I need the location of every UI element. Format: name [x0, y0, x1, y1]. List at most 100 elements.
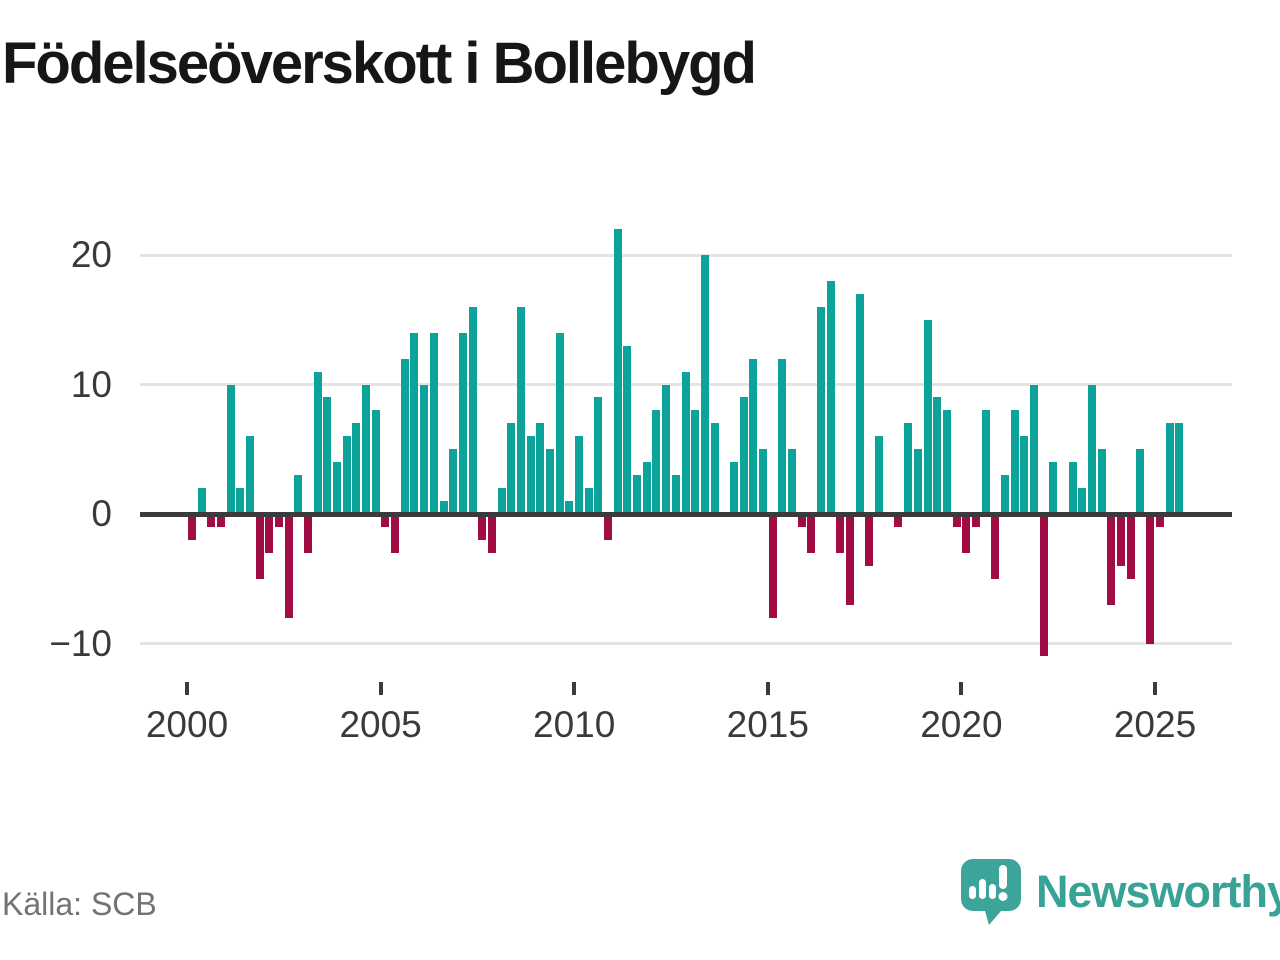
bar-2025-q2	[1165, 423, 1174, 514]
x-tick-2005	[378, 682, 383, 695]
bar-2025-q3	[1175, 423, 1184, 514]
bar-2008-q2	[507, 423, 516, 514]
bar-2008-q3	[516, 306, 525, 514]
bar-2008-q4	[526, 436, 535, 514]
bar-2017-q4	[875, 436, 884, 514]
bar-2017-q2	[855, 293, 864, 514]
bar-2011-q4	[642, 462, 651, 514]
newsworthy-logo: Newsworthy	[960, 858, 1280, 926]
bar-2024-q1	[1117, 514, 1126, 566]
x-axis-label-2025: 2025	[1113, 704, 1197, 745]
bar-2019-q3	[942, 410, 951, 514]
bar-2001-q4	[255, 514, 264, 579]
bar-2000-q1	[187, 514, 196, 540]
bar-2012-q1	[652, 410, 661, 514]
bar-2023-q2	[1088, 384, 1097, 514]
bar-2015-q2	[778, 358, 787, 514]
bar-2001-q1	[226, 384, 235, 514]
bar-2010-q2	[584, 488, 593, 514]
bar-2021-q1	[1000, 475, 1009, 514]
bar-2017-q3	[865, 514, 874, 566]
bar-2005-q2	[391, 514, 400, 553]
bar-2012-q2	[662, 384, 671, 514]
bar-2002-q2	[274, 514, 283, 527]
bar-2020-q2	[971, 514, 980, 527]
y-axis-label-0: 0	[91, 493, 112, 534]
bar-2022-q4	[1068, 462, 1077, 514]
bar-2001-q3	[245, 436, 254, 514]
bar-2011-q1	[613, 229, 622, 514]
y-axis-label-10: 10	[70, 363, 112, 405]
bar-2010-q4	[604, 514, 613, 540]
bar-2018-q4	[913, 449, 922, 514]
bar-2005-q1	[381, 514, 390, 527]
bar-2008-q1	[497, 488, 506, 514]
bar-2013-q2	[700, 255, 709, 514]
bar-2000-q4	[216, 514, 225, 527]
bar-2009-q2	[546, 449, 554, 514]
bar-2005-q4	[410, 332, 419, 514]
bar-2019-q2	[933, 397, 942, 514]
bar-2009-q4	[565, 501, 574, 514]
bar-2006-q3	[439, 501, 448, 514]
bar-2010-q3	[594, 397, 603, 514]
gridline--10	[140, 642, 1232, 645]
bar-2024-q3	[1136, 449, 1145, 514]
bar-2024-q2	[1126, 514, 1135, 579]
bar-2016-q1	[807, 514, 816, 553]
bar-2014-q3	[749, 358, 758, 514]
bar-2001-q2	[236, 488, 245, 514]
bar-2024-q4	[1146, 514, 1155, 644]
bar-2016-q2	[817, 306, 826, 514]
bar-2013-q1	[691, 410, 700, 514]
bar-2009-q1	[536, 423, 545, 514]
bar-2011-q3	[633, 475, 642, 514]
bar-2002-q3	[284, 514, 293, 618]
x-axis-zero-line	[140, 511, 1232, 517]
bar-2018-q2	[894, 514, 903, 527]
x-axis-label-2005: 2005	[339, 704, 422, 745]
bar-2012-q4	[681, 371, 690, 514]
bar-2020-q4	[991, 514, 1000, 579]
bar-2002-q1	[265, 514, 274, 553]
bar-2003-q3	[323, 397, 332, 514]
bar-2002-q4	[294, 475, 303, 514]
bar-2025-q1	[1155, 514, 1164, 527]
gridline-20	[140, 253, 1232, 257]
x-tick-2025	[1153, 682, 1157, 695]
bar-2003-q1	[304, 514, 312, 553]
bar-2023-q3	[1097, 449, 1106, 514]
bar-2015-q1	[768, 514, 777, 618]
x-tick-2015	[765, 682, 770, 695]
bar-2006-q2	[429, 332, 438, 514]
bar-2007-q3	[478, 514, 487, 540]
bar-2021-q3	[1020, 436, 1029, 514]
bar-2006-q1	[420, 384, 429, 514]
bar-2018-q3	[904, 423, 913, 514]
bar-2000-q2	[197, 488, 206, 514]
bar-2016-q4	[836, 514, 845, 553]
bar-2020-q1	[962, 514, 971, 553]
bar-2019-q1	[923, 319, 932, 514]
newsworthy-logo-text: Newsworthy	[1036, 866, 1280, 917]
bar-2014-q4	[758, 449, 767, 514]
bar-2007-q1	[458, 332, 467, 514]
bar-2014-q2	[739, 397, 748, 514]
bar-2004-q3	[362, 384, 371, 514]
bar-2020-q3	[981, 410, 990, 514]
x-tick-2020	[959, 682, 964, 695]
bar-2000-q3	[207, 514, 216, 527]
x-tick-2010	[572, 682, 577, 695]
bar-2007-q2	[468, 306, 477, 514]
chart-title: Födelseöverskott i Bollebygd	[2, 31, 757, 96]
bar-2019-q4	[952, 514, 961, 527]
bar-2004-q2	[352, 423, 361, 514]
bar-2006-q4	[449, 449, 458, 514]
bar-2004-q4	[371, 410, 380, 514]
bar-2005-q3	[400, 358, 409, 514]
bar-2023-q4	[1107, 514, 1116, 605]
bar-2011-q2	[623, 345, 632, 514]
bar-2007-q4	[487, 514, 496, 553]
